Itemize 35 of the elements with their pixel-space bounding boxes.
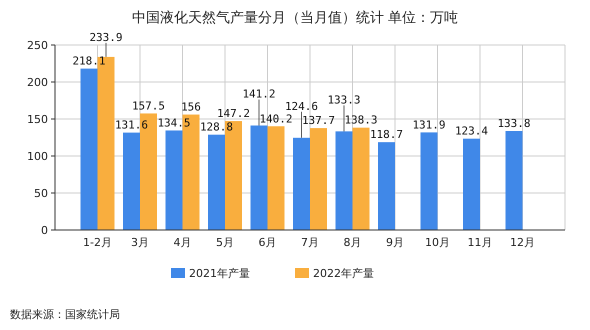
data-label: 147.2: [216, 107, 250, 120]
x-tick-label: 5月: [216, 236, 234, 249]
x-tick-label: 9月: [386, 236, 404, 249]
data-label: 131.9: [412, 118, 446, 132]
x-tick-label: 11月: [468, 236, 492, 249]
data-label: 133.3: [327, 93, 361, 106]
data-label: 141.2: [242, 88, 276, 101]
data-label: 137.7: [302, 114, 336, 128]
data-label: 233.9: [89, 30, 123, 44]
y-tick-label: 250: [27, 39, 48, 52]
data-label: 140.2: [259, 112, 293, 126]
x-tick-label: 10月: [425, 236, 450, 249]
data-label: 133.8: [497, 116, 531, 130]
x-tick-label: 4月: [174, 236, 192, 249]
chart-title: 中国液化天然气产量分月（当月值）统计 单位：万吨: [132, 10, 458, 26]
x-tick-label: 8月: [344, 236, 362, 249]
x-tick-label: 3月: [131, 236, 149, 249]
y-tick-label: 0: [41, 224, 48, 237]
legend-label: 2021年产量: [189, 267, 250, 280]
data-label: 123.4: [454, 124, 488, 138]
y-tick-label: 50: [34, 187, 48, 200]
y-tick-label: 150: [27, 113, 48, 126]
data-label: 157.5: [132, 99, 166, 112]
data-label: 138.3: [344, 114, 378, 127]
data-label: 118.7: [370, 128, 404, 142]
legend-label: 2022年产量: [313, 267, 374, 280]
x-tick-label: 6月: [258, 236, 276, 249]
data-label: 156: [181, 100, 201, 114]
data-label: 124.6: [284, 100, 318, 113]
x-tick-label: 12月: [510, 236, 535, 249]
y-tick-label: 100: [27, 150, 48, 163]
source-note: 数据来源：国家统计局: [10, 308, 120, 321]
x-tick-label: 7月: [301, 236, 319, 249]
y-tick-label: 200: [27, 76, 48, 89]
x-tick-label: 1-2月: [83, 236, 112, 249]
